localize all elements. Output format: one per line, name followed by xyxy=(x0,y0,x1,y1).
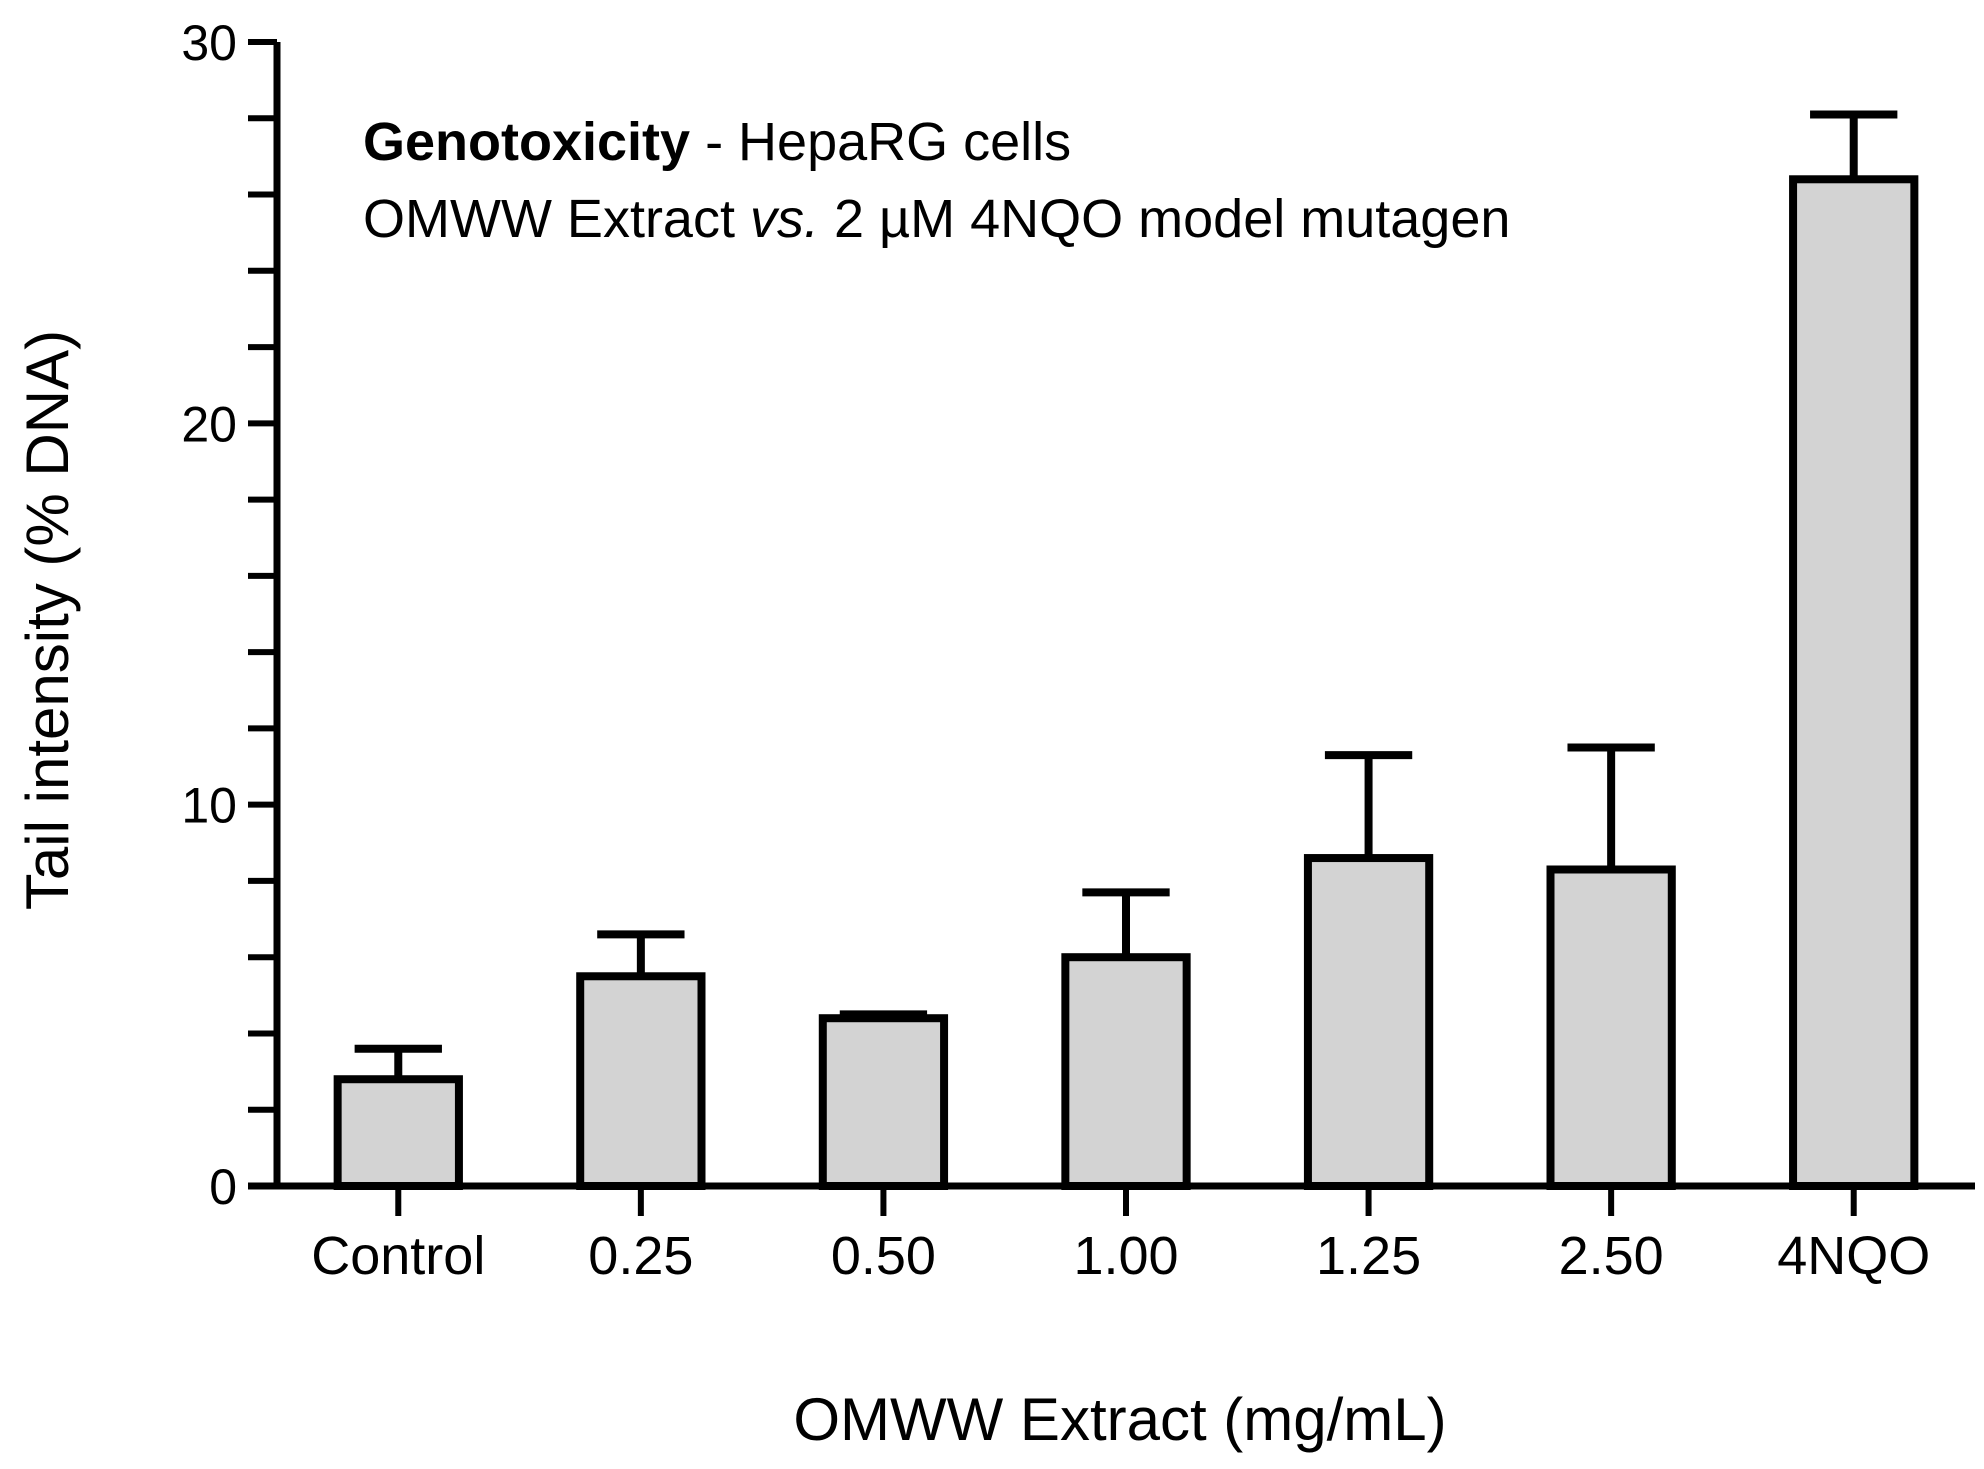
annotation-line2-part-b: 2 µM 4NQO model mutagen xyxy=(819,189,1510,249)
y-tick-label: 20 xyxy=(181,396,237,452)
x-tick-label: 2.50 xyxy=(1559,1226,1664,1286)
bar-0-25 xyxy=(576,972,706,1190)
bar-0-50 xyxy=(818,1014,949,1190)
annotation-line2-italic: vs. xyxy=(750,189,819,249)
x-axis-title: OMWW Extract (mg/mL) xyxy=(793,1386,1446,1453)
bar-4nqo xyxy=(1789,175,1919,1190)
bar-control xyxy=(333,1075,463,1191)
annotation-line2-part-a: OMWW Extract xyxy=(363,189,750,249)
y-tick-label: 10 xyxy=(181,778,237,834)
bar-1-00 xyxy=(1061,953,1191,1191)
x-tick-label: 1.25 xyxy=(1316,1226,1421,1286)
x-axis-ticks: Control 0.25 0.50 1.00 1.25 2.50 4NQO xyxy=(311,1186,1930,1286)
y-axis-title: Tail intensity (% DNA) xyxy=(14,330,81,910)
x-tick-label: 1.00 xyxy=(1073,1226,1178,1286)
annotation-bold-text: Genotoxicity xyxy=(363,112,690,172)
annotation-line-2: OMWW Extract vs. 2 µM 4NQO model mutagen xyxy=(363,189,1510,249)
bars-group xyxy=(333,110,1919,1191)
y-axis-ticks: 0 10 20 30 xyxy=(181,15,277,1215)
x-tick-label: 4NQO xyxy=(1777,1226,1930,1286)
x-tick-label: 0.25 xyxy=(588,1226,693,1286)
annotation-rest-text: - HepaRG cells xyxy=(690,112,1071,172)
x-tick-label: Control xyxy=(311,1226,485,1286)
y-tick-label: 0 xyxy=(209,1159,237,1215)
bar-2-50 xyxy=(1546,865,1676,1190)
annotation-line-1: Genotoxicity - HepaRG cells xyxy=(363,112,1071,172)
x-tick-label: 0.50 xyxy=(831,1226,936,1286)
bar-1-25 xyxy=(1303,854,1434,1190)
y-tick-label: 30 xyxy=(181,15,237,71)
